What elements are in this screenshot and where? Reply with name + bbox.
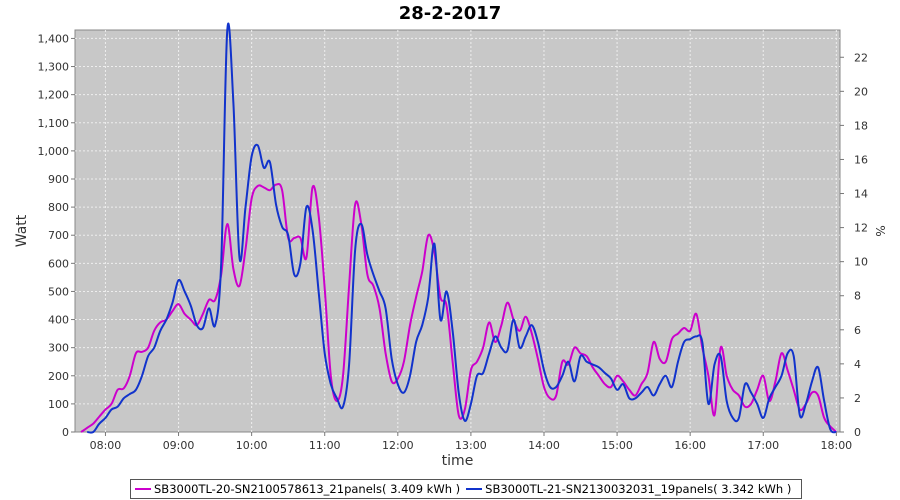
- chart-title: 28-2-2017: [398, 3, 502, 24]
- x-tick-label: 14:00: [528, 439, 560, 452]
- y-tick-label: 600: [48, 257, 69, 270]
- y2-tick-label: 22: [854, 51, 868, 64]
- y2-tick-label: 20: [854, 85, 868, 98]
- x-tick-label: 10:00: [236, 439, 268, 452]
- y-tick-label: 500: [48, 285, 69, 298]
- legend-label: SB3000TL-21-SN2130032031_19panels( 3.342…: [485, 482, 792, 496]
- legend-label: SB3000TL-20-SN2100578613_21panels( 3.409…: [154, 482, 461, 496]
- x-tick-label: 08:00: [90, 439, 122, 452]
- y2-tick-label: 12: [854, 222, 868, 235]
- legend-item-2: SB3000TL-21-SN2130032031_19panels( 3.342…: [466, 482, 791, 496]
- y-tick-label: 0: [62, 426, 69, 439]
- x-tick-label: 12:00: [382, 439, 414, 452]
- y2-tick-label: 18: [854, 119, 868, 132]
- legend-swatch: [466, 488, 483, 490]
- y-tick-label: 100: [48, 398, 69, 411]
- x-tick-label: 18:00: [820, 439, 852, 452]
- series-line-1: [80, 183, 837, 433]
- y2-tick-label: 8: [854, 290, 861, 303]
- y-tick-label: 300: [48, 342, 69, 355]
- y2-tick-label: 4: [854, 358, 861, 371]
- x-tick-label: 15:00: [601, 439, 633, 452]
- y-tick-label: 800: [48, 201, 69, 214]
- legend-item-1: SB3000TL-20-SN2100578613_21panels( 3.409…: [135, 482, 460, 496]
- axes: 01002003004005006007008009001,0001,1001,…: [38, 32, 869, 452]
- chart-legend: SB3000TL-20-SN2100578613_21panels( 3.409…: [130, 479, 803, 499]
- y-tick-label: 900: [48, 173, 69, 186]
- legend-swatch: [135, 488, 151, 490]
- y2-tick-label: 2: [854, 392, 861, 405]
- y-tick-label: 700: [48, 229, 69, 242]
- y2-tick-label: 6: [854, 324, 861, 337]
- series-line-2: [87, 22, 837, 434]
- y-tick-label: 400: [48, 314, 69, 327]
- y-tick-label: 200: [48, 370, 69, 383]
- x-tick-label: 16:00: [674, 439, 706, 452]
- y2-tick-label: 0: [854, 426, 861, 439]
- y2-tick-label: 10: [854, 256, 868, 269]
- y-tick-label: 1,400: [38, 32, 70, 45]
- plot-area: [74, 29, 841, 433]
- y-axis-title: Watt: [14, 214, 30, 247]
- x-tick-label: 11:00: [309, 439, 341, 452]
- y-tick-label: 1,300: [38, 61, 70, 74]
- y2-tick-label: 14: [854, 188, 868, 201]
- x-tick-label: 17:00: [747, 439, 779, 452]
- y2-tick-label: 16: [854, 153, 868, 166]
- y-tick-label: 1,200: [38, 89, 70, 102]
- y-tick-label: 1,000: [38, 145, 70, 158]
- x-tick-label: 09:00: [163, 439, 195, 452]
- x-axis-title: time: [442, 453, 474, 469]
- y2-axis-title: %: [873, 225, 887, 236]
- series-lines: [80, 22, 837, 434]
- y-tick-label: 1,100: [38, 117, 70, 130]
- x-tick-label: 13:00: [455, 439, 487, 452]
